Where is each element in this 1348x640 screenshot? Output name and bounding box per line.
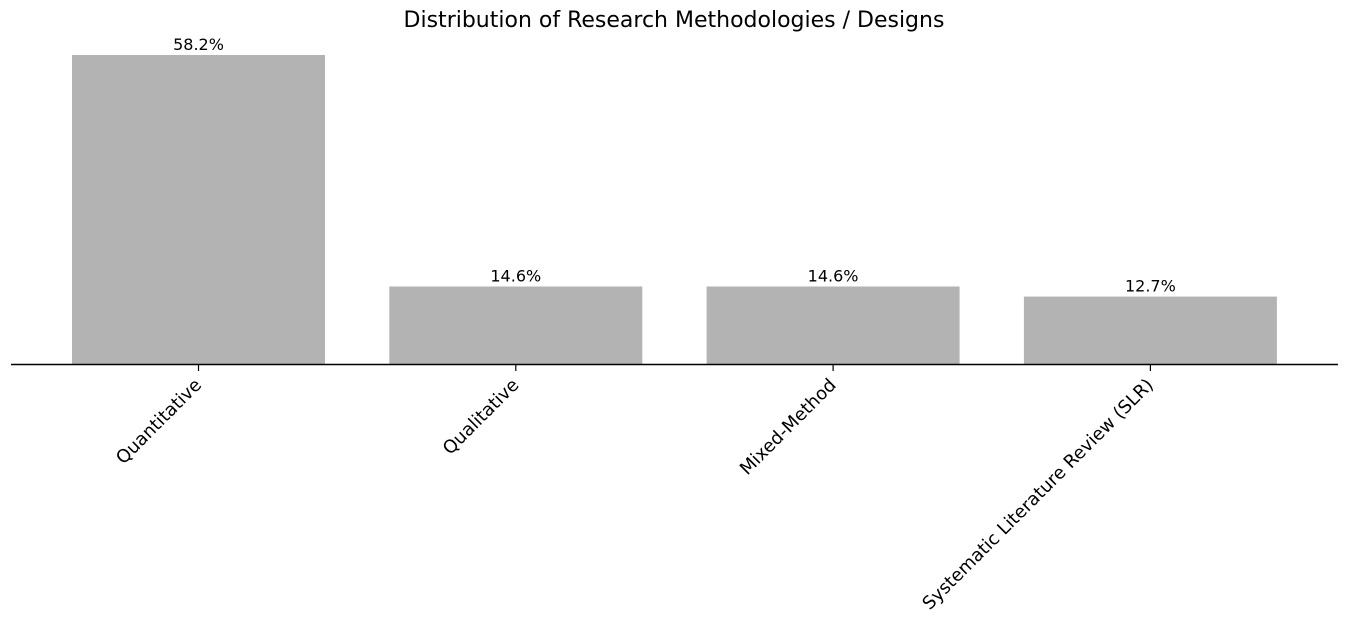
bar-value-label-0: 58.2% bbox=[173, 35, 224, 54]
x-tick-label-1: Qualitative bbox=[439, 375, 523, 459]
bars-group bbox=[72, 55, 1277, 364]
value-labels-group: 58.2% 14.6% 14.6% 12.7% bbox=[173, 35, 1176, 296]
x-axis-tick-labels: Quantitative Qualitative Mixed-Method Syste… bbox=[112, 375, 1158, 614]
x-tick-label-0: Quantitative bbox=[112, 375, 206, 469]
bar-1 bbox=[389, 286, 643, 364]
bar-0 bbox=[72, 55, 325, 364]
bar-2 bbox=[706, 286, 960, 364]
bar-value-label-3: 12.7% bbox=[1125, 277, 1176, 296]
bar-value-label-1: 14.6% bbox=[490, 267, 541, 286]
bar-value-label-2: 14.6% bbox=[808, 267, 859, 286]
x-tick-label-3: Systematic Literature Review (SLR) bbox=[918, 375, 1157, 614]
x-tick-label-2: Mixed-Method bbox=[736, 375, 841, 480]
x-axis-ticks bbox=[197, 364, 1152, 371]
bar-3 bbox=[1023, 296, 1277, 364]
chart-title: Distribution of Research Methodologies /… bbox=[404, 8, 945, 33]
